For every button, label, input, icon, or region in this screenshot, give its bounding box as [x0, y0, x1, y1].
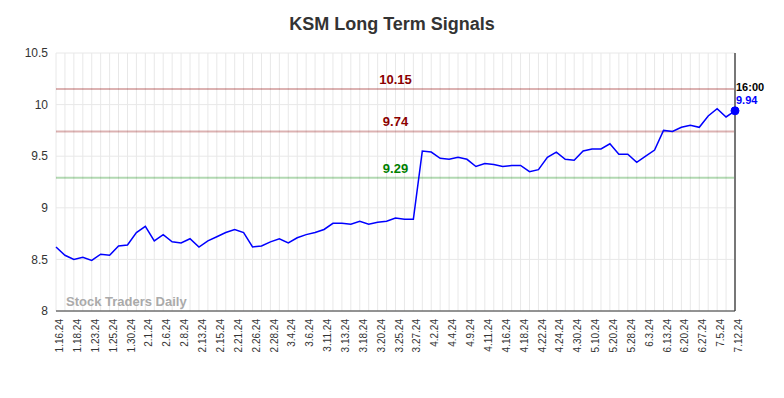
- svg-text:2.21.24: 2.21.24: [233, 319, 244, 353]
- svg-text:4.4.24: 4.4.24: [447, 319, 458, 347]
- svg-text:3.27.24: 3.27.24: [411, 319, 422, 353]
- svg-text:3.25.24: 3.25.24: [394, 319, 405, 353]
- svg-text:4.30.24: 4.30.24: [572, 319, 583, 353]
- svg-text:7.12.24: 7.12.24: [733, 319, 744, 353]
- svg-text:1.23.24: 1.23.24: [90, 319, 101, 353]
- svg-text:4.16.24: 4.16.24: [501, 319, 512, 353]
- svg-text:6.3.24: 6.3.24: [644, 319, 655, 347]
- svg-text:6.20.24: 6.20.24: [679, 319, 690, 353]
- svg-text:2.6.24: 2.6.24: [161, 319, 172, 347]
- svg-text:16:00: 16:00: [736, 81, 764, 93]
- svg-text:2.8.24: 2.8.24: [179, 319, 190, 347]
- svg-text:1.18.24: 1.18.24: [72, 319, 83, 353]
- svg-text:5.28.24: 5.28.24: [626, 319, 637, 353]
- svg-text:9.5: 9.5: [31, 149, 48, 163]
- svg-text:1.25.24: 1.25.24: [108, 319, 119, 353]
- svg-text:4.18.24: 4.18.24: [519, 319, 530, 353]
- svg-text:4.24.24: 4.24.24: [554, 319, 565, 353]
- svg-text:7.5.24: 7.5.24: [715, 319, 726, 347]
- html-text:Stock Traders Daily: Stock Traders Daily: [66, 294, 187, 309]
- svg-text:5.20.24: 5.20.24: [608, 319, 619, 353]
- svg-text:4.22.24: 4.22.24: [537, 319, 548, 353]
- svg-text:3.6.24: 3.6.24: [304, 319, 315, 347]
- svg-text:2.13.24: 2.13.24: [197, 319, 208, 353]
- svg-text:4.9.24: 4.9.24: [465, 319, 476, 347]
- svg-text:2.28.24: 2.28.24: [269, 319, 280, 353]
- svg-text:3.18.24: 3.18.24: [358, 319, 369, 353]
- svg-text:10.5: 10.5: [25, 46, 49, 60]
- svg-text:9.94: 9.94: [736, 94, 758, 106]
- svg-text:1.30.24: 1.30.24: [126, 319, 137, 353]
- svg-text:8: 8: [41, 304, 48, 318]
- svg-text:9.29: 9.29: [383, 161, 408, 176]
- svg-text:4.2.24: 4.2.24: [429, 319, 440, 347]
- svg-text:2.15.24: 2.15.24: [215, 319, 226, 353]
- svg-text:4.11.24: 4.11.24: [483, 319, 494, 352]
- svg-text:3.4.24: 3.4.24: [286, 319, 297, 347]
- svg-text:3.20.24: 3.20.24: [376, 319, 387, 353]
- svg-text:10.15: 10.15: [379, 72, 412, 87]
- svg-text:6.13.24: 6.13.24: [662, 319, 673, 353]
- svg-text:10: 10: [35, 98, 49, 112]
- svg-text:2.26.24: 2.26.24: [251, 319, 262, 353]
- svg-text:9.74: 9.74: [383, 114, 409, 129]
- svg-text:2.1.24: 2.1.24: [143, 319, 154, 347]
- svg-text:1.16.24: 1.16.24: [54, 319, 65, 353]
- html-text:KSM Long Term Signals: KSM Long Term Signals: [289, 14, 495, 34]
- svg-text:6.27.24: 6.27.24: [697, 319, 708, 353]
- svg-text:3.11.24: 3.11.24: [322, 319, 333, 352]
- svg-text:3.13.24: 3.13.24: [340, 319, 351, 353]
- svg-text:5.10.24: 5.10.24: [590, 319, 601, 353]
- svg-text:9: 9: [41, 201, 48, 215]
- svg-text:8.5: 8.5: [31, 253, 48, 267]
